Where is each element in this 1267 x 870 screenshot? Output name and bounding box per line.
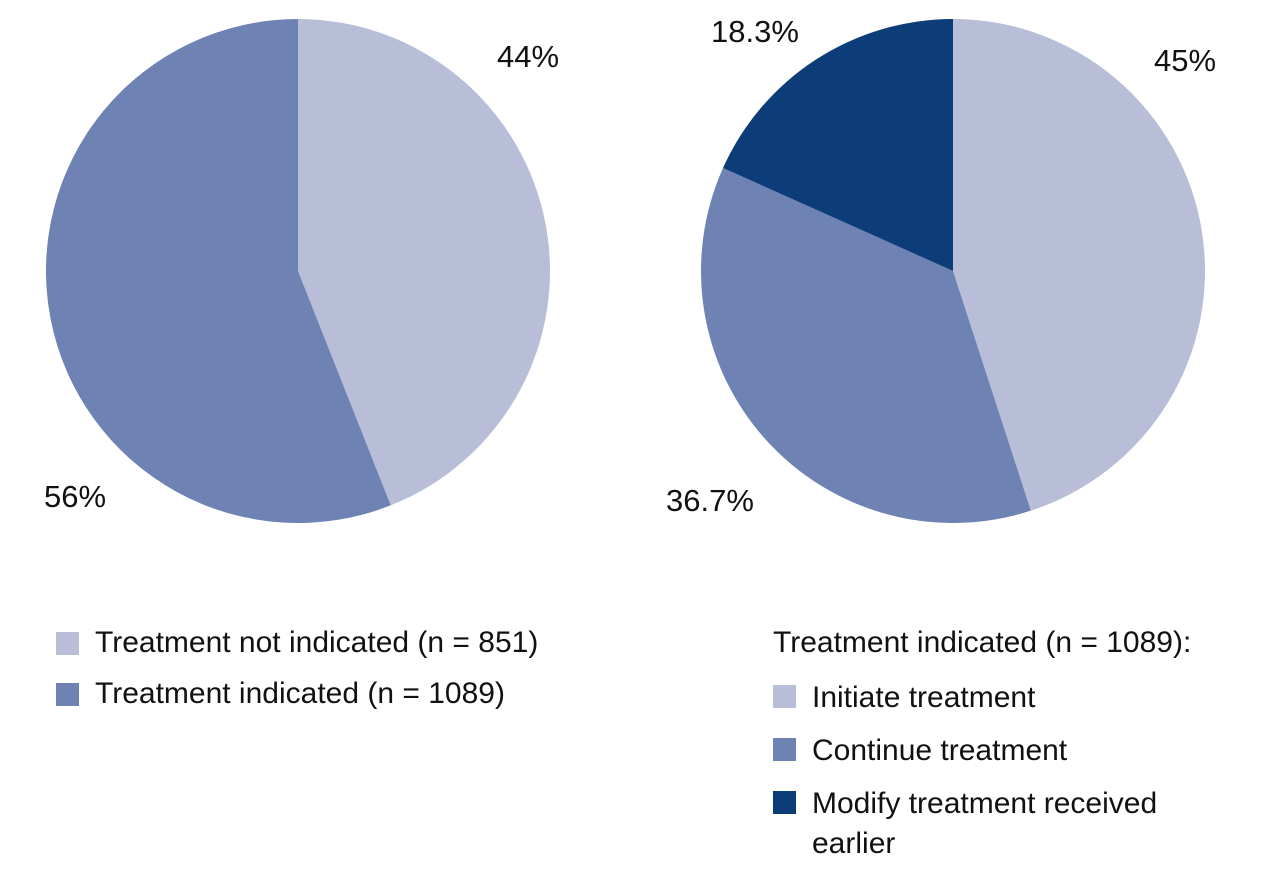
pie-slice-1 bbox=[701, 168, 1031, 523]
legend-item-modify-treatment: Modify treatment received earlier bbox=[773, 784, 1243, 864]
legend-treatment-indicated-breakdown: Treatment indicated (n = 1089): Initiate… bbox=[773, 625, 1243, 870]
label-treatment-indicated-percent: 56% bbox=[44, 479, 107, 514]
label-continue-treatment-percent: 36.7% bbox=[666, 483, 754, 518]
label-treatment-not-indicated-percent: 44% bbox=[497, 39, 560, 74]
pie-slice-0 bbox=[953, 19, 1205, 511]
swatch-medium-blue bbox=[56, 683, 79, 706]
legend-title-treatment-indicated: Treatment indicated (n = 1089): bbox=[773, 626, 1192, 659]
legend-item-initiate-treatment: Initiate treatment bbox=[773, 678, 1243, 718]
legend-label-treatment-not-indicated: Treatment not indicated (n = 851) bbox=[95, 626, 539, 659]
legend-label-treatment-indicated: Treatment indicated (n = 1089) bbox=[95, 677, 505, 710]
swatch-light-blue bbox=[56, 632, 79, 655]
swatch-light-blue bbox=[773, 685, 796, 708]
legend-item-continue-treatment: Continue treatment bbox=[773, 731, 1243, 771]
legend-label-initiate-treatment: Initiate treatment bbox=[812, 681, 1036, 714]
pie-chart-treatment-indicated-breakdown bbox=[701, 19, 1205, 523]
swatch-medium-blue bbox=[773, 738, 796, 761]
legend-label-continue-treatment: Continue treatment bbox=[812, 734, 1068, 767]
label-initiate-treatment-percent: 45% bbox=[1154, 43, 1217, 78]
legend-item-treatment-indicated: Treatment indicated (n = 1089) bbox=[56, 676, 656, 712]
pie-slice-1 bbox=[46, 19, 391, 523]
legend-treatment-indication: Treatment not indicated (n = 851) Treatm… bbox=[56, 625, 656, 727]
pie-slice-0 bbox=[298, 19, 550, 506]
label-modify-treatment-percent: 18.3% bbox=[711, 14, 799, 49]
legend-item-treatment-not-indicated: Treatment not indicated (n = 851) bbox=[56, 625, 656, 661]
pie-slice-2 bbox=[723, 19, 953, 271]
swatch-dark-navy bbox=[773, 791, 796, 814]
pie-chart-treatment-indication bbox=[46, 19, 550, 523]
legend-label-modify-treatment: Modify treatment received earlier bbox=[812, 787, 1158, 860]
